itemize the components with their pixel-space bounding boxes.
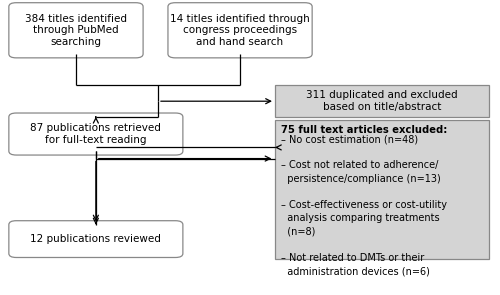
Text: 87 publications retrieved
for full-text reading: 87 publications retrieved for full-text …	[30, 123, 162, 145]
FancyBboxPatch shape	[168, 3, 312, 58]
Text: 12 publications reviewed: 12 publications reviewed	[30, 234, 162, 244]
FancyBboxPatch shape	[9, 113, 183, 155]
Text: 384 titles identified
through PubMed
searching: 384 titles identified through PubMed sea…	[25, 14, 127, 47]
Text: 311 duplicated and excluded
based on title/abstract: 311 duplicated and excluded based on tit…	[306, 90, 458, 112]
Text: – No cost estimation (n=48)

– Cost not related to adherence/
  persistence/comp: – No cost estimation (n=48) – Cost not r…	[281, 134, 447, 276]
Text: 75 full text articles excluded:: 75 full text articles excluded:	[281, 125, 447, 135]
Text: 14 titles identified through
congress proceedings
and hand search: 14 titles identified through congress pr…	[170, 14, 310, 47]
Bar	[275, 119, 488, 259]
FancyBboxPatch shape	[9, 3, 143, 58]
FancyBboxPatch shape	[9, 221, 183, 258]
Bar	[275, 86, 488, 117]
